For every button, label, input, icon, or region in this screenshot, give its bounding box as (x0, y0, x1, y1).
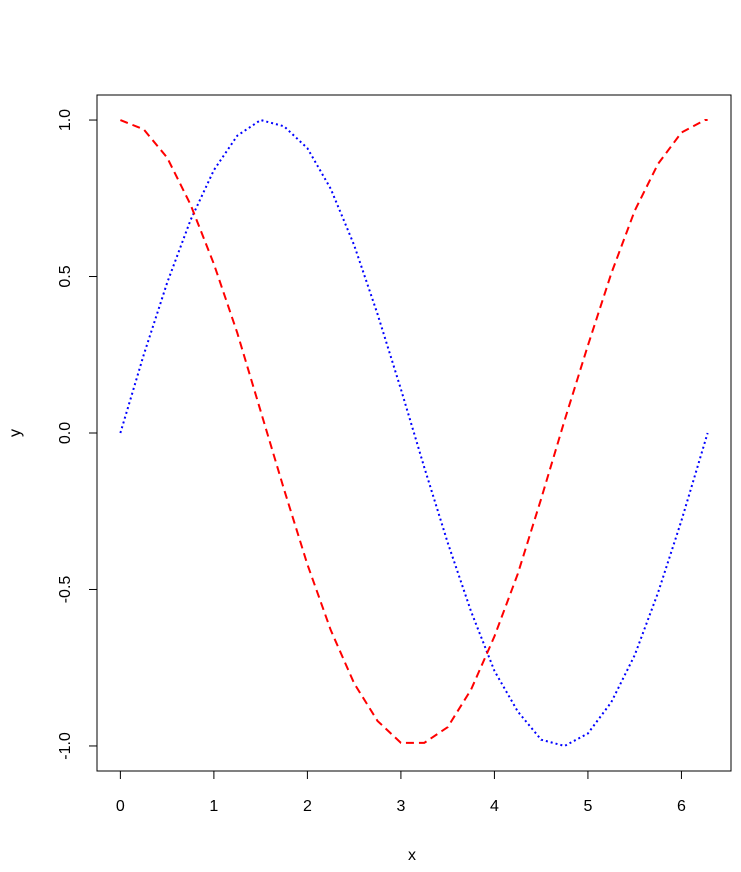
x-tick-label: 3 (396, 798, 405, 815)
x-tick-label: 2 (303, 798, 312, 815)
x-tick-label: 6 (677, 798, 686, 815)
series-line (119, 118, 709, 748)
series-line (120, 119, 708, 744)
y-tick-label: 1.0 (57, 109, 74, 131)
y-tick-label: 0.5 (57, 265, 74, 287)
x-tick-label: 4 (490, 798, 499, 815)
y-axis-label: y (7, 429, 24, 437)
x-tick-label: 5 (583, 798, 592, 815)
x-axis-label: x (408, 847, 416, 864)
x-tick-label: 0 (116, 798, 125, 815)
y-tick-label: -0.5 (57, 576, 74, 604)
y-tick-label: 0.0 (57, 422, 74, 444)
y-tick-label: -1.0 (57, 732, 74, 760)
x-tick-label: 1 (209, 798, 218, 815)
